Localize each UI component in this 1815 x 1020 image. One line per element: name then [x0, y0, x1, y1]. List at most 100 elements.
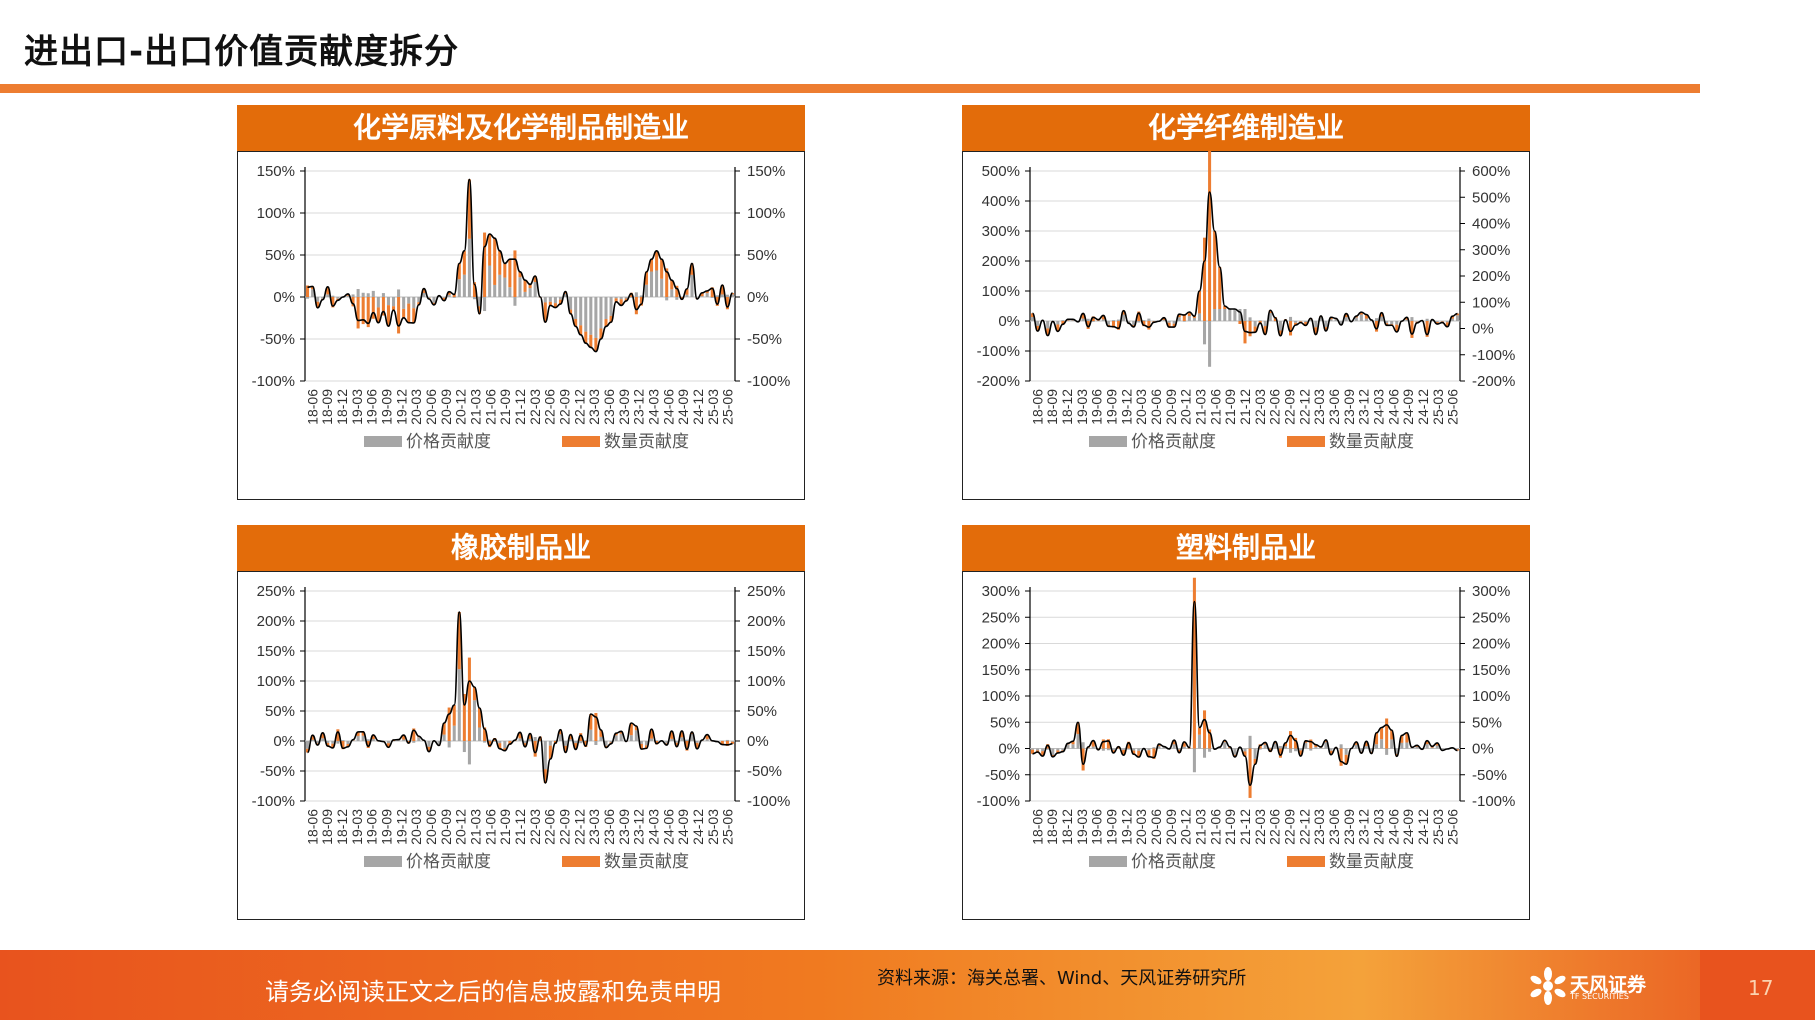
quantity-bar — [1243, 751, 1247, 757]
x-tick-label: 20-12 — [1178, 389, 1194, 425]
quantity-bar — [1278, 748, 1282, 758]
quantity-bar — [1289, 321, 1293, 336]
x-tick-label: 24-03 — [1370, 809, 1386, 845]
price-bar — [1410, 317, 1414, 321]
x-tick-label: 21-06 — [482, 389, 498, 425]
quantity-bar — [1203, 237, 1207, 321]
price-bar — [533, 736, 537, 741]
quantity-bar — [452, 705, 456, 726]
price-bar — [1395, 748, 1399, 754]
logo-subtext: TF SECURITIES — [1570, 992, 1629, 1001]
quantity-bar — [670, 731, 674, 739]
x-tick-label: 19-03 — [349, 809, 365, 845]
price-bar — [1061, 320, 1065, 321]
quantity-bar — [1117, 321, 1121, 330]
price-bar — [1223, 309, 1227, 321]
quantity-bar — [574, 743, 578, 750]
price-bar — [553, 740, 557, 741]
quantity-bar — [604, 745, 608, 748]
y-left-tick-label: 150% — [257, 163, 295, 180]
y-right-tick-label: 50% — [747, 247, 777, 264]
x-tick-label: 19-03 — [1074, 389, 1090, 425]
x-tick-label: 25-06 — [720, 389, 736, 425]
footer-bar — [0, 950, 1815, 1020]
quantity-bar — [1177, 749, 1181, 753]
y-right-tick-label: 150% — [747, 163, 785, 180]
quantity-bar — [1395, 753, 1399, 757]
x-tick-label: 22-12 — [571, 389, 587, 425]
price-bar — [1208, 748, 1212, 752]
price-bar — [351, 294, 355, 297]
quantity-bar — [579, 733, 583, 741]
price-bar — [1319, 317, 1323, 321]
x-tick-label: 21-12 — [1237, 389, 1253, 425]
y-left-tick-label: -50% — [260, 331, 295, 348]
title-rule — [0, 84, 1700, 93]
price-bar — [1071, 744, 1075, 749]
quantity-bar — [1122, 310, 1126, 315]
price-bar — [1309, 319, 1313, 321]
y-left-tick-label: -50% — [985, 767, 1020, 784]
price-bar — [1203, 321, 1207, 345]
x-tick-label: 20-03 — [408, 389, 424, 425]
price-bar — [483, 297, 487, 312]
y-left-tick-label: 100% — [982, 688, 1020, 705]
price-bar — [720, 294, 724, 297]
quantity-bar — [1299, 750, 1303, 757]
price-bar — [1359, 314, 1363, 321]
quantity-bar — [1031, 749, 1035, 754]
price-bar — [599, 297, 603, 329]
quantity-bar — [1081, 313, 1085, 319]
x-tick-label: 18-06 — [1029, 809, 1045, 845]
quantity-bar — [609, 315, 613, 323]
x-tick-label: 19-06 — [1089, 809, 1105, 845]
y-right-tick-label: 200% — [1472, 636, 1510, 653]
quantity-bar — [381, 297, 385, 316]
quantity-bar — [629, 723, 633, 736]
price-bar — [1258, 748, 1262, 750]
price-bar — [1182, 746, 1186, 749]
price-bar — [386, 741, 390, 744]
quantity-bar — [1091, 316, 1095, 321]
quantity-bar — [1253, 326, 1257, 333]
quantity-bar — [584, 331, 588, 344]
price-bar — [1324, 321, 1328, 328]
price-bar — [533, 282, 537, 297]
price-bar — [730, 294, 734, 297]
price-bar — [1400, 742, 1404, 749]
legend-label-price: 价格贡献度 — [1131, 852, 1216, 872]
x-tick-label: 21-03 — [468, 809, 484, 845]
price-bar — [1122, 314, 1126, 321]
x-tick-label: 21-03 — [1193, 809, 1209, 845]
legend-label-quantity: 数量贡献度 — [1329, 852, 1414, 872]
quantity-bar — [306, 748, 310, 753]
quantity-bar — [725, 741, 729, 746]
quantity-bar — [341, 741, 345, 750]
price-bar — [1147, 748, 1151, 751]
price-bar — [508, 287, 512, 297]
quantity-bar — [462, 250, 466, 275]
quantity-bar — [371, 297, 375, 319]
price-bar — [417, 737, 421, 741]
quantity-bar — [639, 743, 643, 750]
company-logo: 天风证券 TF SECURITIES — [1530, 966, 1670, 1006]
x-tick-label: 20-09 — [438, 389, 454, 425]
price-bar — [508, 740, 512, 741]
x-tick-label: 21-06 — [482, 809, 498, 845]
flower-logo-icon — [1530, 967, 1566, 1005]
price-bar — [478, 727, 482, 741]
quantity-bar — [361, 731, 365, 736]
total-line — [307, 178, 733, 353]
x-tick-label: 21-12 — [512, 809, 528, 845]
y-right-tick-label: 250% — [1472, 609, 1510, 626]
price-bar — [311, 739, 315, 741]
x-tick-label: 20-09 — [438, 809, 454, 845]
price-bar — [493, 284, 497, 297]
quantity-bar — [407, 303, 411, 323]
price-bar — [1213, 309, 1217, 321]
price-bar — [1096, 320, 1100, 322]
price-bar — [1450, 318, 1454, 321]
quantity-bar — [569, 734, 573, 740]
price-bar — [1324, 742, 1328, 749]
price-bar — [1289, 748, 1293, 753]
